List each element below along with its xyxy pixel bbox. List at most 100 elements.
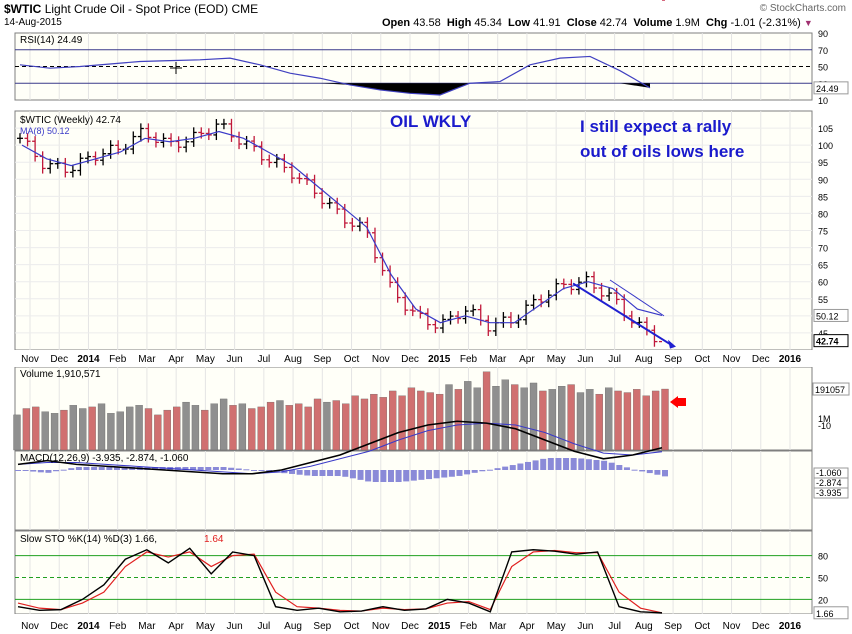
x-tick-label-bottom: Nov xyxy=(723,621,741,632)
volume-bar xyxy=(651,390,660,451)
volume-bar xyxy=(426,392,434,451)
volume-bar xyxy=(285,405,293,451)
x-tick-label-top: Apr xyxy=(168,354,184,365)
close-value: 42.74 xyxy=(599,17,628,29)
volume-bar xyxy=(116,411,124,451)
macd-histogram-bar xyxy=(479,470,486,472)
axis-band-lower xyxy=(0,614,852,634)
volume-bar xyxy=(163,409,171,451)
macd-histogram-bar xyxy=(22,470,29,471)
x-tick-label-bottom: Dec xyxy=(401,621,419,632)
volume-bar xyxy=(257,406,265,451)
volume-last-value-box xyxy=(812,382,850,396)
x-tick-label-bottom: Aug xyxy=(635,621,653,632)
volume-bar xyxy=(79,408,87,451)
volume-label: Volume xyxy=(633,17,673,29)
volume-bar xyxy=(417,390,425,451)
macd-value-label: -3.935 xyxy=(816,488,842,498)
macd-histogram-bar xyxy=(365,470,372,482)
x-tick-label-top: Jul xyxy=(608,354,621,365)
price-tick-label: 70 xyxy=(818,244,828,254)
macd-signal-line xyxy=(17,422,663,475)
rsi-last-value: 24.49 xyxy=(816,84,839,94)
macd-histogram-bar xyxy=(258,470,265,471)
price-tick-label: 100 xyxy=(818,141,833,151)
ma-title: MA(8) 50.12 xyxy=(20,126,70,136)
x-tick-label-top: Aug xyxy=(635,354,653,365)
rsi-line xyxy=(19,55,651,96)
volume-bar xyxy=(539,390,547,451)
macd-histogram-bar xyxy=(235,468,242,470)
trendline-arrow-icon xyxy=(668,339,676,349)
x-tick-label-bottom: May xyxy=(547,621,566,632)
macd-histogram-bar xyxy=(197,467,204,470)
macd-tick-label: -10 xyxy=(818,421,831,431)
volume-tick-label: 1M xyxy=(818,414,831,424)
volume-bar xyxy=(501,379,509,451)
rsi-tick-label: 70 xyxy=(818,46,828,56)
macd-histogram-bar xyxy=(327,470,334,476)
macd-histogram-bar xyxy=(509,465,516,470)
x-tick-label-bottom: Feb xyxy=(460,621,478,632)
ohlc-readout: Open 43.58 High 45.34 Low 41.91 Close 42… xyxy=(382,17,813,29)
macd-histogram-bar xyxy=(631,469,638,471)
macd-value-label: -1.060 xyxy=(816,468,842,478)
macd-histogram-bar xyxy=(380,470,387,482)
macd-panel xyxy=(14,450,813,531)
macd-histogram-bar xyxy=(212,467,219,470)
macd-histogram-bar xyxy=(410,470,417,481)
macd-histogram-bar xyxy=(403,470,410,482)
macd-histogram-bar xyxy=(585,459,592,470)
price-tick-label: 105 xyxy=(818,124,833,134)
macd-histogram-bar xyxy=(471,470,478,473)
volume-bar xyxy=(567,384,575,451)
x-tick-label-bottom: Nov xyxy=(372,621,390,632)
x-tick-label-top: Dec xyxy=(752,354,770,365)
volume-bar xyxy=(464,381,472,451)
macd-histogram-bar xyxy=(662,470,668,477)
volume-bar xyxy=(614,390,622,451)
macd-value-label: -2.874 xyxy=(816,478,842,488)
macd-histogram-bar xyxy=(75,467,82,470)
volume-bar xyxy=(144,408,153,451)
x-tick-label-top: Jul xyxy=(257,354,270,365)
x-tick-label-top: May xyxy=(196,354,215,365)
volume-bar xyxy=(445,384,453,451)
macd-histogram-bar xyxy=(152,467,159,470)
macd-histogram-bar xyxy=(113,467,120,470)
volume-bar xyxy=(332,400,340,451)
macd-histogram-bar xyxy=(357,470,364,480)
volume-bar xyxy=(304,406,312,451)
macd-histogram-bar xyxy=(616,465,623,470)
volume-bar xyxy=(323,401,331,451)
volume-bar xyxy=(97,403,106,451)
volume-bar xyxy=(238,403,247,451)
dropdown-arrow-icon[interactable]: ▼ xyxy=(803,18,813,28)
macd-value-box xyxy=(813,487,849,499)
volume-bar xyxy=(201,409,209,451)
volume-bar xyxy=(154,414,162,451)
volume-bar xyxy=(60,409,68,451)
macd-histogram-bar xyxy=(106,467,113,470)
axis-band-upper xyxy=(0,350,852,367)
x-tick-label-top: Jun xyxy=(227,354,243,365)
macd-histogram-bar xyxy=(15,470,21,471)
volume-bar xyxy=(173,406,181,451)
x-tick-label-bottom: Dec xyxy=(752,621,770,632)
volume-value: 1.9M xyxy=(675,17,700,29)
ma-last-value: 50.12 xyxy=(816,311,839,321)
macd-histogram-bar xyxy=(68,468,75,470)
rsi-tick-label: 50 xyxy=(818,63,828,73)
volume-bar xyxy=(210,403,218,451)
ma-line xyxy=(21,130,663,324)
low-label: Low xyxy=(508,17,531,29)
x-tick-label-bottom: 2015 xyxy=(428,621,451,632)
price-tick-label: 45 xyxy=(818,329,828,339)
watermark: © StockCharts.com xyxy=(759,3,846,14)
x-tick-label-top: Mar xyxy=(489,354,507,365)
volume-bar xyxy=(633,389,641,451)
volume-bar xyxy=(22,408,31,451)
macd-histogram-bar xyxy=(593,460,600,470)
sto-d-line xyxy=(17,549,663,614)
